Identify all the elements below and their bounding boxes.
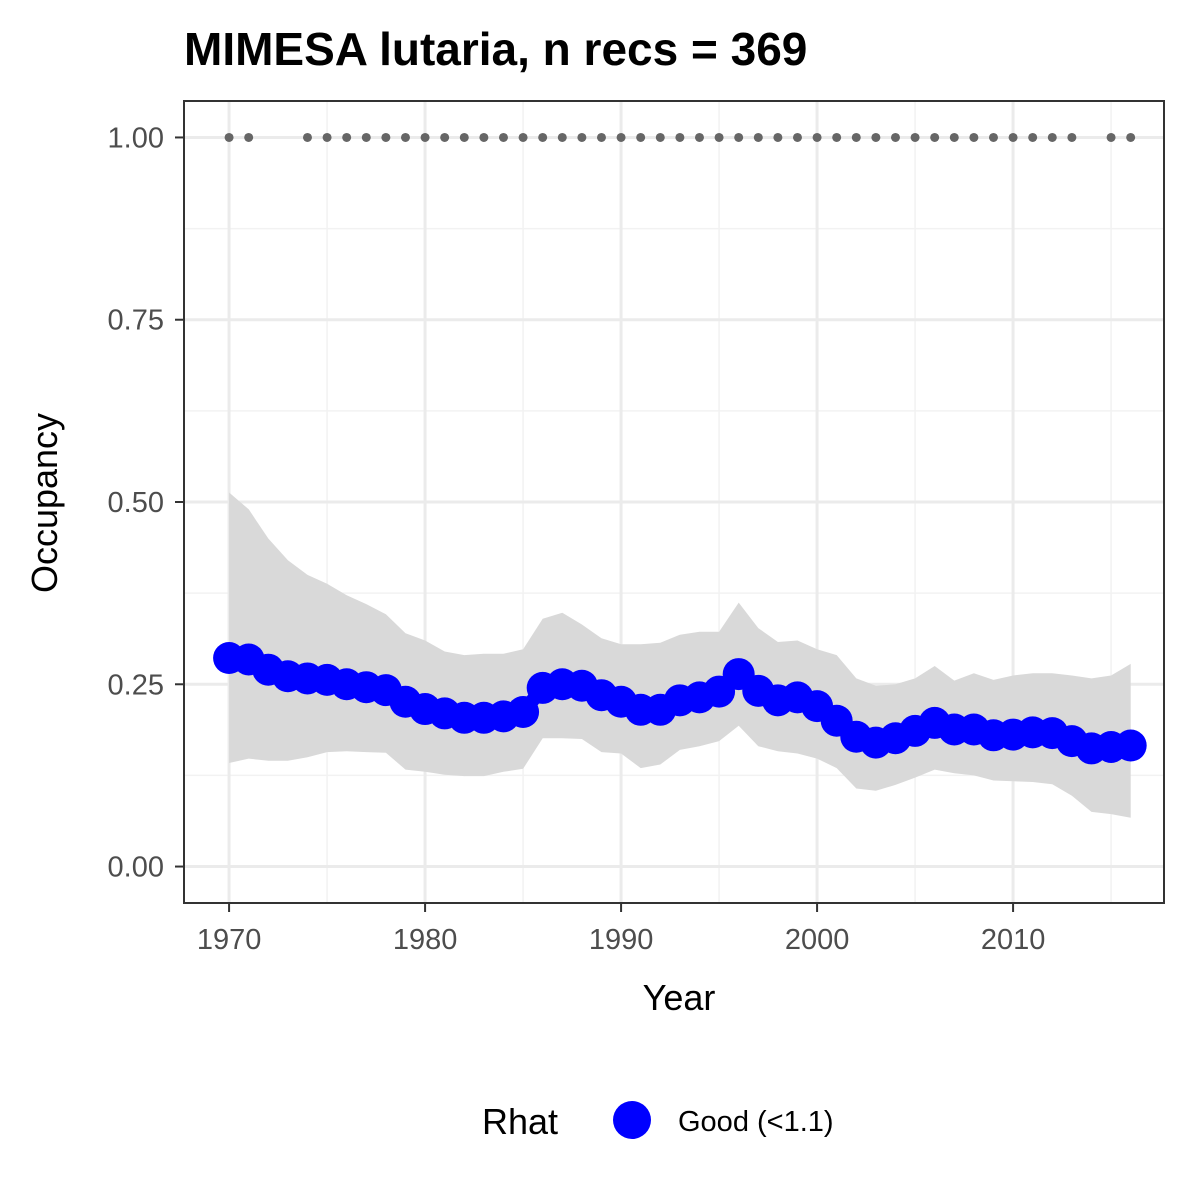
x-tick-label: 1970 <box>197 924 262 956</box>
detection-point <box>557 132 567 142</box>
detection-point <box>694 132 704 142</box>
detection-point <box>734 132 744 142</box>
detection-point <box>244 132 254 142</box>
detection-point <box>1047 132 1057 142</box>
detection-point <box>538 132 548 142</box>
detection-point <box>1008 132 1018 142</box>
detection-point <box>792 132 802 142</box>
detection-point <box>459 132 469 142</box>
y-tick-label: 1.00 <box>108 122 164 154</box>
occupancy-point <box>1114 729 1147 762</box>
detection-point <box>675 132 685 142</box>
legend-title: Rhat <box>482 1101 558 1142</box>
detection-point <box>302 132 312 142</box>
detection-point <box>890 132 900 142</box>
detection-point <box>381 132 391 142</box>
x-tick-label: 1980 <box>393 924 458 956</box>
detection-point <box>518 132 528 142</box>
detection-point <box>224 132 234 142</box>
y-axis-title: Occupancy <box>24 413 65 593</box>
legend-key-good <box>613 1101 651 1139</box>
detection-point <box>577 132 587 142</box>
series-layer <box>213 642 1147 765</box>
detection-point <box>1106 132 1116 142</box>
legend-label-good: Good (<1.1) <box>678 1106 834 1138</box>
detection-point <box>1067 132 1077 142</box>
detection-point <box>596 132 606 142</box>
detection-point <box>440 132 450 142</box>
detection-point <box>773 132 783 142</box>
detection-point <box>832 132 842 142</box>
detection-point <box>988 132 998 142</box>
detection-point <box>930 132 940 142</box>
detection-point <box>1126 132 1136 142</box>
x-tick-label: 2010 <box>981 924 1046 956</box>
detection-point <box>498 132 508 142</box>
detection-point <box>910 132 920 142</box>
detections-layer <box>224 132 1136 142</box>
detection-point <box>753 132 763 142</box>
detection-point <box>322 132 332 142</box>
x-axis: 1970 1980 1990 2000 2010 <box>197 903 1046 956</box>
detection-point <box>812 132 822 142</box>
detection-point <box>949 132 959 142</box>
detection-point <box>636 132 646 142</box>
y-tick-label: 0.50 <box>108 487 164 519</box>
detection-point <box>342 132 352 142</box>
x-tick-label: 2000 <box>785 924 850 956</box>
y-tick-label: 0.75 <box>108 305 164 337</box>
detection-point <box>969 132 979 142</box>
detection-point <box>655 132 665 142</box>
detection-point <box>871 132 881 142</box>
detection-point <box>1028 132 1038 142</box>
y-axis: 0.00 0.25 0.50 0.75 1.00 <box>108 122 184 884</box>
chart-title: MIMESA lutaria, n recs = 369 <box>184 23 807 75</box>
detection-point <box>851 132 861 142</box>
detection-point <box>400 132 410 142</box>
legend: Rhat Good (<1.1) <box>482 1101 834 1142</box>
y-tick-label: 0.00 <box>108 852 164 884</box>
detection-point <box>361 132 371 142</box>
occupancy-point <box>507 695 540 728</box>
x-tick-label: 1990 <box>589 924 654 956</box>
x-axis-title: Year <box>643 977 716 1018</box>
detection-point <box>714 132 724 142</box>
y-tick-label: 0.25 <box>108 669 164 701</box>
detection-point <box>616 132 626 142</box>
detection-point <box>420 132 430 142</box>
detection-point <box>479 132 489 142</box>
